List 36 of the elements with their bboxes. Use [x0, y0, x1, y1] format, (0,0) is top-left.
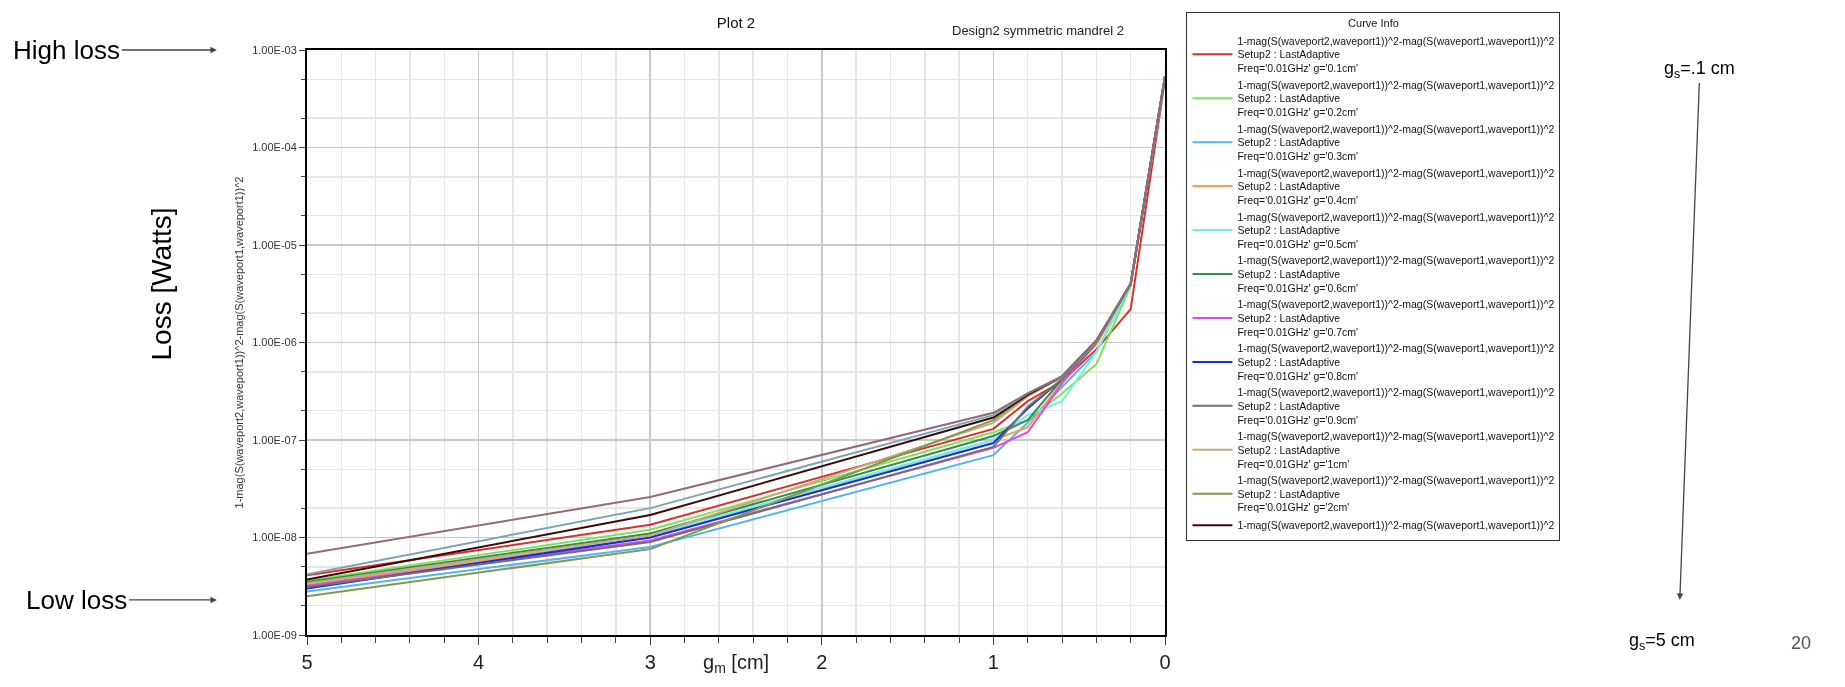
- x-tick-label: 5: [301, 651, 313, 673]
- x-tick-label: 4: [473, 651, 485, 673]
- legend-title: Curve Info: [1348, 17, 1399, 30]
- text: g$_{s}$=5 cm: [1629, 630, 1695, 653]
- text: g$_{s}$=.1 cm: [1664, 58, 1735, 81]
- chart-title: Plot 2: [716, 13, 756, 31]
- legend-label: 1-mag(S(waveport2,waveport1))^2-mag(S(waveport1,waveport1))^2 Setup2 : LastAdaptive Freq='0.01GHz' g='0.1cm': [1237, 34, 1555, 74]
- legend-label: 1-mag(S(waveport2,waveport1))^2-mag(S(waveport1,waveport1))^2 Setup2 : LastAdaptive Freq='0.01GHz' g='0.9cm': [1237, 386, 1555, 426]
- legend-label: 1-mag(S(waveport2,waveport1))^2-mag(S(waveport1,waveport1))^2 Setup2 : LastAdaptive Freq='0.01GHz' g='1cm': [1237, 430, 1555, 470]
- legend-label: 1-mag(S(waveport2,waveport1))^2-mag(S(waveport1,waveport1))^2 Setup2 : LastAdaptive Freq='0.01GHz' g='2cm': [1237, 474, 1555, 514]
- legend-label: 1-mag(S(waveport2,waveport1))^2-mag(S(waveport1,waveport1))^2 Setup2 : LastAdaptive Freq='0.01GHz' g='0.8cm': [1237, 342, 1555, 382]
- text: Loss [Watts]: [146, 207, 178, 361]
- legend-label: 1-mag(S(waveport2,waveport1))^2-mag(S(waveport1,waveport1))^2: [1237, 519, 1555, 532]
- legend-label: 1-mag(S(waveport2,waveport1))^2-mag(S(waveport1,waveport1))^2 Setup2 : LastAdaptive Freq='0.01GHz' g='0.5cm': [1237, 210, 1555, 250]
- chart-subtitle: Design2 symmetric mandrel 2: [952, 23, 1124, 38]
- y-tick-label: 1.00E-07: [252, 433, 297, 446]
- y-tick-label: 1.00E-05: [252, 238, 297, 251]
- x-axis-title: g$_{m}$ [cm]: [703, 651, 770, 677]
- x-tick-label: 2: [816, 651, 828, 673]
- y-tick-label: 1.00E-08: [252, 531, 297, 544]
- text: Low loss: [26, 585, 128, 615]
- legend-label: 1-mag(S(waveport2,waveport1))^2-mag(S(waveport1,waveport1))^2 Setup2 : LastAdaptive Freq='0.01GHz' g='0.4cm': [1237, 166, 1555, 206]
- legend-label: 1-mag(S(waveport2,waveport1))^2-mag(S(waveport1,waveport1))^2 Setup2 : LastAdaptive Freq='0.01GHz' g='0.6cm': [1237, 254, 1555, 294]
- text: 20: [1791, 633, 1812, 653]
- y-tick-label: 1.00E-09: [252, 628, 297, 641]
- y-tick-label: 1.00E-04: [252, 141, 297, 154]
- x-tick-label: 0: [1159, 651, 1171, 673]
- legend-label: 1-mag(S(waveport2,waveport1))^2-mag(S(waveport1,waveport1))^2 Setup2 : LastAdaptive Freq='0.01GHz' g='0.7cm': [1237, 298, 1555, 338]
- y-axis-title: 1-mag(S(waveport2,waveport1))^2-mag(S(waveport1,waveport1))^2: [233, 176, 246, 509]
- text: High loss: [13, 35, 120, 65]
- legend-label: 1-mag(S(waveport2,waveport1))^2-mag(S(waveport1,waveport1))^2 Setup2 : LastAdaptive Freq='0.01GHz' g='0.2cm': [1237, 78, 1555, 118]
- y-tick-label: 1.00E-03: [252, 43, 297, 56]
- x-tick-label: 3: [644, 651, 656, 673]
- legend-label: 1-mag(S(waveport2,waveport1))^2-mag(S(waveport1,waveport1))^2 Setup2 : LastAdaptive Freq='0.01GHz' g='0.3cm': [1237, 122, 1555, 162]
- y-tick-label: 1.00E-06: [252, 336, 297, 349]
- x-tick-label: 1: [987, 651, 999, 673]
